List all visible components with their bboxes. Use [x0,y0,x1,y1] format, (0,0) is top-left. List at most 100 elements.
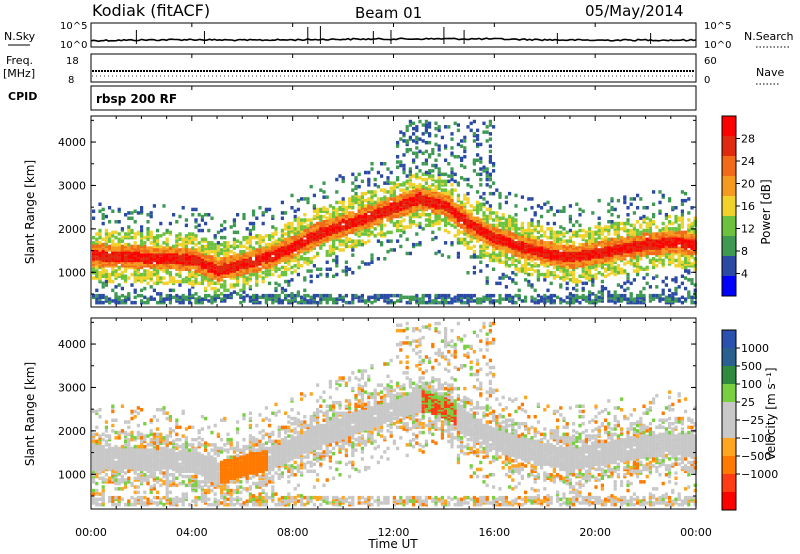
rti-cell [124,234,128,238]
rti-cell [309,297,313,301]
rti-cell [485,207,489,212]
rti-cell [316,209,320,213]
rti-cell [504,297,508,301]
rti-cell [229,283,233,287]
rti-cell [165,228,169,233]
rti-cell [207,281,211,286]
rti-cell [95,276,99,280]
rti-cell [239,260,243,264]
rti-cell [354,293,358,298]
rti-cell [680,295,684,300]
rti-cell [287,279,291,284]
rti-cell [485,125,489,129]
rti-cell [146,276,150,280]
rti-cell [431,197,435,201]
rti-cell [392,214,396,219]
rti-cell [668,239,672,243]
rti-cell [328,267,332,271]
rti-cell [200,248,204,252]
rti-cell [517,242,521,247]
rti-cell [472,253,476,257]
rti-cell [248,255,252,259]
rti-cell [437,227,441,231]
rti-cell [389,218,393,222]
rti-cell [498,297,502,301]
rti-cell [412,244,416,249]
rti-cell [664,239,668,243]
rti-cell [92,444,96,449]
rti-cell [223,267,227,271]
rti-cell [520,299,524,303]
rti-cell [463,227,467,231]
rti-cell [501,216,505,220]
rti-cell [197,253,201,257]
rti-cell [92,462,96,466]
rti-cell [616,242,620,247]
rti-cell [687,235,691,240]
rti-cell [348,218,352,222]
rti-cell [319,227,323,231]
rti-cell [648,234,652,238]
rti-cell [309,221,313,226]
rti-cell [178,297,182,301]
rti-cell [357,213,361,217]
rti-cell [124,248,128,252]
rti-cell [591,234,595,238]
freq-tick-top: 18 [66,56,79,67]
rti-cell [143,276,147,280]
rti-cell [95,490,99,495]
rti-cell [392,223,396,228]
rti-cell [300,197,304,201]
rti-cell [664,295,668,300]
rti-cell [136,269,140,273]
rti-cell [396,165,400,169]
rti-cell [306,227,310,231]
rti-cell [197,223,201,228]
rti-cell [274,257,278,261]
rti-cell [322,232,326,236]
rti-cell [639,235,643,240]
rti-cell [309,244,313,249]
rti-cell [517,239,521,243]
rti-cell [316,223,320,228]
rti-cell [530,223,534,228]
rti-cell [636,244,640,249]
rti-cell [575,257,579,261]
rti-cell [261,293,265,298]
rti-cell [172,213,176,217]
rti-cell [348,300,352,305]
rti-cell [200,278,204,282]
rti-cell [236,253,240,257]
rti-cell [524,262,528,266]
rti-cell [690,295,694,300]
rti-cell [335,209,339,213]
rti-cell [536,239,540,243]
power-cbar-tick-label: 4 [741,268,748,281]
rti-cell [469,184,473,189]
rti-cell [591,257,595,261]
rti-cell [248,221,252,226]
rti-cell [514,281,518,286]
rti-cell [357,227,361,231]
power-cbar-swatch [722,236,736,257]
rti-cell [466,246,470,250]
rti-cell [162,257,166,261]
rti-cell [252,249,256,254]
rti-cell [335,272,339,277]
rti-cell [693,290,697,294]
rti-cell [402,218,406,222]
rti-cell [421,139,425,143]
rti-cell [485,281,489,286]
rti-cell [431,221,435,226]
rti-cell [533,248,537,252]
rti-cell [495,234,499,238]
rti-cell [92,459,96,463]
rti-cell [424,170,428,175]
rti-cell [92,409,96,414]
rti-cell [351,293,355,298]
rti-cell [453,299,457,303]
rti-cell [376,218,380,222]
rti-cell [492,239,496,243]
rti-cell [210,248,214,252]
rti-cell [245,257,249,261]
